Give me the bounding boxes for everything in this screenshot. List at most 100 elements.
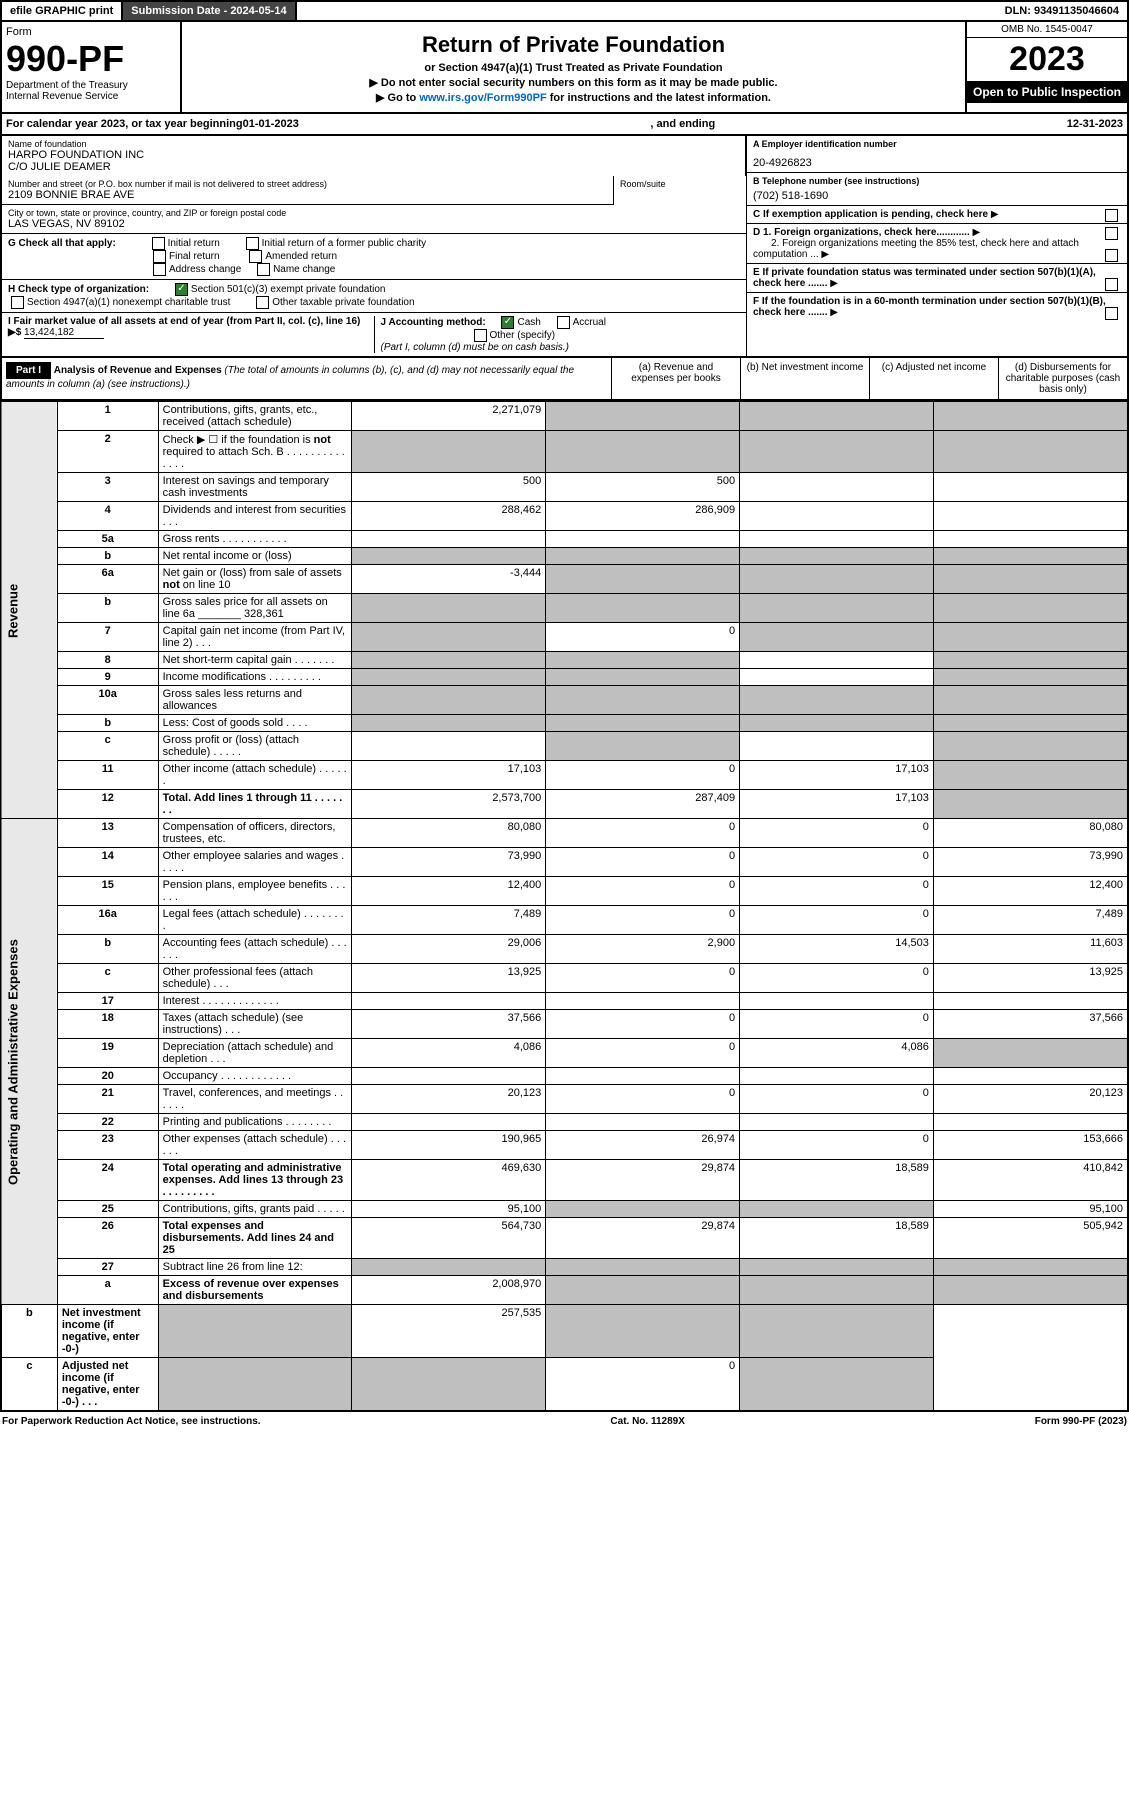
fmv-value: 13,424,182 — [24, 327, 104, 339]
amount-cell: 0 — [740, 1131, 934, 1160]
amount-cell: 2,008,970 — [352, 1276, 546, 1305]
amount-cell: 37,566 — [933, 1010, 1128, 1039]
amount-cell — [546, 1201, 740, 1218]
amount-cell — [546, 531, 740, 548]
amount-cell: 18,589 — [740, 1160, 934, 1201]
row-description: Other professional fees (attach schedule… — [158, 964, 352, 993]
tax-year: 2023 — [967, 38, 1127, 81]
year-end: 12-31-2023 — [1067, 118, 1123, 130]
checkbox-4947a1[interactable] — [11, 296, 24, 309]
form-label: Form — [6, 26, 176, 38]
amount-cell — [740, 431, 934, 473]
table-row: 8Net short-term capital gain . . . . . .… — [1, 652, 1128, 669]
row-number: 6a — [57, 565, 158, 594]
checkbox-initial-return[interactable] — [152, 237, 165, 250]
checkbox-amended-return[interactable] — [249, 250, 262, 263]
footer-right: Form 990-PF (2023) — [1035, 1416, 1127, 1427]
checkbox-exemption-pending[interactable] — [1105, 209, 1118, 222]
checkbox-60month[interactable] — [1105, 307, 1118, 320]
row-description: Other employee salaries and wages . . . … — [158, 848, 352, 877]
amount-cell — [352, 1114, 546, 1131]
amount-cell — [740, 565, 934, 594]
row-description: Income modifications . . . . . . . . . — [158, 669, 352, 686]
street-address: 2109 BONNIE BRAE AVE — [8, 189, 607, 201]
row-description: Other income (attach schedule) . . . . .… — [158, 761, 352, 790]
phone-value: (702) 518-1690 — [753, 190, 1121, 202]
checkbox-initial-return-former[interactable] — [246, 237, 259, 250]
amount-cell — [933, 732, 1128, 761]
amount-cell: 564,730 — [352, 1218, 546, 1259]
amount-cell — [933, 431, 1128, 473]
amount-cell: 0 — [546, 906, 740, 935]
open-to-public: Open to Public Inspection — [967, 81, 1127, 103]
checkbox-foreign-org[interactable] — [1105, 227, 1118, 240]
table-row: 3Interest on savings and temporary cash … — [1, 473, 1128, 502]
form-number: 990-PF — [6, 38, 176, 80]
table-row: 5aGross rents . . . . . . . . . . . — [1, 531, 1128, 548]
amount-cell — [740, 1068, 934, 1085]
amount-cell: 257,535 — [352, 1305, 546, 1358]
table-row: 17Interest . . . . . . . . . . . . . — [1, 993, 1128, 1010]
checkbox-85pct-test[interactable] — [1105, 249, 1118, 262]
row-description: Total. Add lines 1 through 11 . . . . . … — [158, 790, 352, 819]
table-row: bLess: Cost of goods sold . . . . — [1, 715, 1128, 732]
checkbox-other-taxable[interactable] — [256, 296, 269, 309]
checkbox-terminated[interactable] — [1105, 278, 1118, 291]
row-description: Net investment income (if negative, ente… — [57, 1305, 158, 1358]
row-description: Gross sales price for all assets on line… — [158, 594, 352, 623]
section-c: C If exemption application is pending, c… — [747, 206, 1127, 224]
row-number: 19 — [57, 1039, 158, 1068]
amount-cell — [740, 669, 934, 686]
row-number: 18 — [57, 1010, 158, 1039]
checkbox-name-change[interactable] — [257, 263, 270, 276]
table-row: 21Travel, conferences, and meetings . . … — [1, 1085, 1128, 1114]
row-description: Other expenses (attach schedule) . . . .… — [158, 1131, 352, 1160]
amount-cell — [546, 1305, 740, 1358]
amount-cell: 11,603 — [933, 935, 1128, 964]
amount-cell — [352, 715, 546, 732]
row-description: Travel, conferences, and meetings . . . … — [158, 1085, 352, 1114]
amount-cell — [158, 1305, 352, 1358]
table-row: cOther professional fees (attach schedul… — [1, 964, 1128, 993]
amount-cell — [546, 565, 740, 594]
section-j: J Accounting method: Cash Accrual Other … — [375, 316, 741, 353]
row-number: 23 — [57, 1131, 158, 1160]
amount-cell: 0 — [546, 623, 740, 652]
amount-cell — [740, 993, 934, 1010]
amount-cell: 0 — [546, 1085, 740, 1114]
checkbox-501c3[interactable] — [175, 283, 188, 296]
amount-cell — [933, 669, 1128, 686]
checkbox-address-change[interactable] — [153, 263, 166, 276]
omb-number: OMB No. 1545-0047 — [967, 22, 1127, 38]
amount-cell — [740, 732, 934, 761]
amount-cell — [352, 594, 546, 623]
row-number: a — [57, 1276, 158, 1305]
row-number: c — [1, 1358, 57, 1412]
row-number: 11 — [57, 761, 158, 790]
amount-cell — [740, 1358, 934, 1412]
amount-cell — [546, 1068, 740, 1085]
table-row: 11Other income (attach schedule) . . . .… — [1, 761, 1128, 790]
table-row: 27Subtract line 26 from line 12: — [1, 1259, 1128, 1276]
amount-cell — [546, 652, 740, 669]
amount-cell — [546, 594, 740, 623]
row-number: 1 — [57, 402, 158, 431]
checkbox-accrual[interactable] — [557, 316, 570, 329]
amount-cell: 17,103 — [352, 761, 546, 790]
row-number: 22 — [57, 1114, 158, 1131]
foundation-name: HARPO FOUNDATION INC C/O JULIE DEAMER — [8, 149, 739, 173]
checkbox-cash[interactable] — [501, 316, 514, 329]
row-number: 7 — [57, 623, 158, 652]
amount-cell: 29,006 — [352, 935, 546, 964]
instructions-link[interactable]: www.irs.gov/Form990PF — [419, 92, 546, 104]
table-row: cGross profit or (loss) (attach schedule… — [1, 732, 1128, 761]
footer-mid: Cat. No. 11289X — [610, 1416, 684, 1427]
amount-cell: 7,489 — [933, 906, 1128, 935]
row-description: Accounting fees (attach schedule) . . . … — [158, 935, 352, 964]
dln: DLN: 93491135046604 — [997, 2, 1127, 20]
checkbox-other-method[interactable] — [474, 329, 487, 342]
amount-cell — [740, 402, 934, 431]
checkbox-final-return[interactable] — [153, 250, 166, 263]
amount-cell: 500 — [546, 473, 740, 502]
amount-cell: 37,566 — [352, 1010, 546, 1039]
